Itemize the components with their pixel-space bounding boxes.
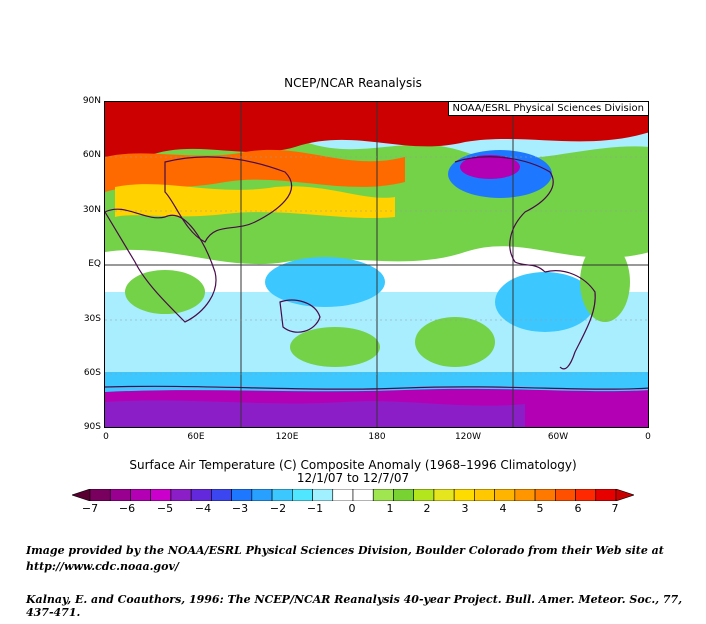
colorbar-swatch <box>453 489 475 501</box>
colorbar-swatch <box>312 489 334 501</box>
colorbar-swatch <box>109 489 131 501</box>
colorbar-swatch <box>555 489 576 501</box>
colorbar-swatch <box>231 489 253 501</box>
mild-warm-band <box>115 184 395 219</box>
east-pacific-cool <box>495 272 595 332</box>
colorbar-swatch <box>332 489 354 501</box>
lat-label: EQ <box>88 259 101 269</box>
colorbar-tick: −7 <box>81 502 99 515</box>
lon-label: 0 <box>103 432 109 442</box>
coastline-africa <box>105 208 217 323</box>
map-caption: Surface Air Temperature (C) Composite An… <box>129 458 577 472</box>
lat-label: 60S <box>83 368 101 378</box>
west-pacific-cool <box>265 257 385 307</box>
africa-warm <box>125 270 205 314</box>
colorbar-tick: −5 <box>156 502 174 515</box>
colorbar-tick: 0 <box>348 502 356 515</box>
colorbar-tick: −4 <box>194 502 212 515</box>
coastline-north-america <box>454 156 554 273</box>
colorbar-swatch <box>292 489 313 501</box>
colorbar-tick: 1 <box>386 502 394 515</box>
colorbar-swatch <box>130 489 151 501</box>
colorbar-tick: −6 <box>118 502 136 515</box>
map-date-range: 12/1/07 to 12/7/07 <box>296 471 410 485</box>
coastline-australia <box>279 299 321 333</box>
colorbar-swatch <box>190 489 212 501</box>
south-pacific-warm <box>415 317 495 367</box>
southern-ocean-warm <box>290 327 380 367</box>
lon-label: 60E <box>187 432 205 442</box>
coastline-eurasia <box>164 156 293 243</box>
colorbar-tick: −1 <box>306 502 324 515</box>
south-america-warm <box>580 242 630 322</box>
colorbar-swatch <box>534 489 556 501</box>
colorbar-tick: 2 <box>423 502 431 515</box>
lat-label: 30S <box>83 314 101 324</box>
lon-label: 120W <box>454 432 482 442</box>
colorbar-swatch <box>170 489 192 501</box>
coastline-south-america <box>544 270 596 370</box>
lat-label: 90S <box>83 422 101 432</box>
colorbar-swatch <box>575 489 597 501</box>
map-title: NCEP/NCAR Reanalysis <box>284 76 422 90</box>
colorbar-arrow-low <box>72 489 91 501</box>
lon-label: 0 <box>645 432 651 442</box>
color-scale <box>72 489 634 501</box>
colorbar-swatch <box>474 489 495 501</box>
lon-label: 180 <box>368 432 386 442</box>
colorbar-swatch <box>595 489 617 501</box>
colorbar-swatch <box>413 489 435 501</box>
colorbar-swatch <box>352 489 374 501</box>
coastline-antarctica <box>105 385 648 390</box>
colorbar-tick: 7 <box>611 502 619 515</box>
colorbar-tick: −2 <box>269 502 287 515</box>
colorbar-tick: −3 <box>231 502 249 515</box>
anomaly-map: NOAA/ESRL Physical Sciences Division <box>104 101 649 428</box>
source-badge: NOAA/ESRL Physical Sciences Division <box>447 102 648 116</box>
lat-label: 60N <box>82 150 101 160</box>
colorbar-swatch <box>433 489 455 501</box>
lat-label: 30N <box>82 205 101 215</box>
citation: Kalnay, E. and Coauthors, 1996: The NCEP… <box>26 593 683 619</box>
na-very-cold-region <box>460 155 520 179</box>
colorbar-swatch <box>271 489 293 501</box>
colorbar-swatch <box>494 489 516 501</box>
colorbar-swatch <box>393 489 414 501</box>
colorbar-swatch <box>150 489 172 501</box>
antarctic-cold-inner <box>105 400 525 427</box>
lat-label: 90N <box>82 96 101 106</box>
colorbar-arrow-high <box>615 489 634 501</box>
anomaly-map-svg <box>105 102 648 427</box>
lon-label: 60W <box>547 432 569 442</box>
colorbar-tick: 3 <box>461 502 469 515</box>
colorbar-swatch <box>372 489 394 501</box>
colorbar-swatch <box>514 489 536 501</box>
warm-band <box>105 149 405 192</box>
colorbar-swatch <box>211 489 232 501</box>
colorbar-tick: 6 <box>574 502 582 515</box>
lon-label: 120E <box>275 432 299 442</box>
colorbar-swatch <box>89 489 111 501</box>
colorbar-tick: 4 <box>499 502 507 515</box>
colorbar-swatch <box>251 489 273 501</box>
credit-url[interactable]: http://www.cdc.noaa.gov/ <box>26 560 179 573</box>
colorbar-tick: 5 <box>536 502 544 515</box>
credit-line: Image provided by the NOAA/ESRL Physical… <box>26 544 664 557</box>
